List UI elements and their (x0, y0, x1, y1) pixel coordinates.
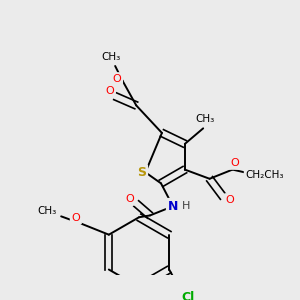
Text: S: S (137, 166, 146, 179)
Text: CH₃: CH₃ (102, 52, 121, 62)
Text: CH₃: CH₃ (38, 206, 57, 216)
Text: O: O (225, 195, 234, 205)
Text: O: O (125, 194, 134, 204)
Text: CH₃: CH₃ (195, 114, 214, 124)
Text: CH₂CH₃: CH₂CH₃ (245, 170, 284, 180)
Text: O: O (230, 158, 239, 168)
Text: O: O (112, 74, 122, 84)
Text: H: H (182, 201, 190, 211)
Text: Cl: Cl (181, 290, 194, 300)
Text: N: N (168, 200, 178, 213)
Text: O: O (71, 213, 80, 223)
Text: O: O (105, 86, 114, 96)
